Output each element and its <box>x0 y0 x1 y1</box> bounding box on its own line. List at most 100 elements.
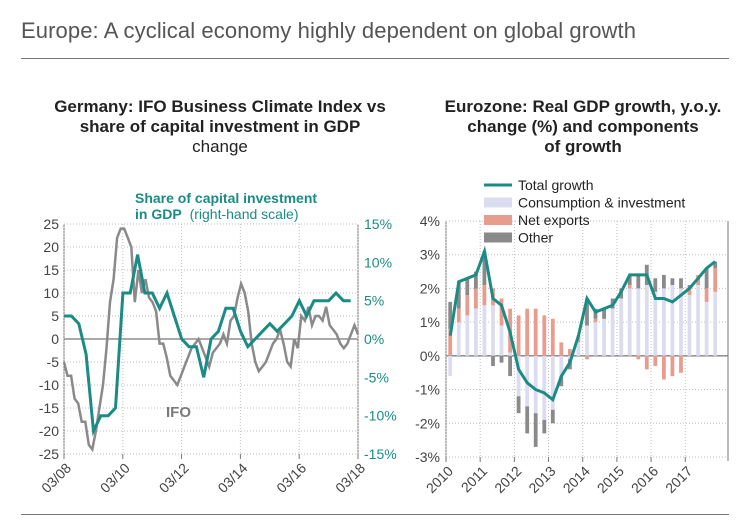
chart2-bar-net-exports <box>456 308 461 323</box>
chart1-ytick-right: 15% <box>364 216 392 232</box>
chart2-bar-other <box>636 274 641 289</box>
chart2-ytick: -2% <box>415 415 440 431</box>
chart1-ytick-left: -15 <box>39 400 59 416</box>
chart2-bar-consumption <box>636 288 641 356</box>
chart1-capex-label-line2: in GDP (right-hand scale) <box>135 206 299 222</box>
chart1-capex-label-line1: Share of capital investment <box>135 190 317 206</box>
chart2-xtick: 2016 <box>628 463 661 496</box>
chart2-bar-other <box>593 308 598 319</box>
chart2-bar-net-exports <box>525 308 530 356</box>
legend-label: Consumption & investment <box>518 195 685 211</box>
chart2-bar-other <box>559 376 564 387</box>
legend-label: Total growth <box>518 177 593 193</box>
chart2-bar-net-exports <box>679 355 683 373</box>
chart1-ytick-left: 5 <box>51 308 59 324</box>
chart2-bar-consumption <box>627 288 632 356</box>
chart1-title-line2: share of capital investment in GDP <box>79 117 361 136</box>
chart2-bar-consumption <box>593 322 598 356</box>
chart1-ytick-left: -5 <box>47 354 60 370</box>
chart2-bar-other <box>713 261 718 269</box>
legend-swatch <box>484 215 512 225</box>
chart2-bar-consumption <box>713 291 718 356</box>
chart1-ytick-right: 5% <box>364 293 384 309</box>
chart2-xtick: 2011 <box>458 463 491 496</box>
chart1-ytick-left: -25 <box>39 446 59 462</box>
legend-swatch-total <box>484 183 512 187</box>
chart2-bar-net-exports <box>482 285 487 306</box>
chart1-subtitle: change <box>192 137 248 156</box>
chart1-ytick-right: -15% <box>364 446 397 462</box>
chart2-bar-consumption <box>559 355 564 377</box>
chart2-bar-net-exports <box>653 355 658 366</box>
chart2-xtick: 2014 <box>560 463 593 496</box>
chart2-xtick: 2013 <box>525 463 558 496</box>
chart2-bar-other <box>602 308 606 319</box>
chart2-bar-other <box>456 281 461 309</box>
chart1-ytick-left: 10 <box>43 285 59 301</box>
chart2-bar-consumption <box>465 315 470 356</box>
chart2-bar-consumption <box>448 355 453 377</box>
chart2-bar-other <box>525 406 530 434</box>
chart2-bar-net-exports <box>662 355 666 380</box>
chart2-ytick: 3% <box>420 247 440 263</box>
chart2-bar-other <box>499 355 504 363</box>
chart2-bar-consumption <box>670 285 675 356</box>
chart2-bar-other <box>516 396 521 414</box>
chart2-bar-net-exports <box>465 295 470 316</box>
bottom-rule <box>21 514 729 515</box>
chart2-ytick: 0% <box>420 348 440 364</box>
chart2-legend: Total growth Consumption & investmentNet … <box>484 177 685 246</box>
chart2-bar-net-exports <box>559 342 564 356</box>
chart2-total-growth-line <box>448 245 717 403</box>
chart2-ytick: 2% <box>420 280 440 296</box>
chart2-bar-net-exports <box>644 355 649 370</box>
chart2-bar-consumption <box>456 322 461 356</box>
chart2-bar-other <box>542 419 547 434</box>
chart2-bar-other <box>679 278 683 289</box>
chart1-ytick-left: -20 <box>39 423 59 439</box>
top-rule <box>21 58 729 59</box>
chart1-ytick-left: 20 <box>43 239 59 255</box>
chart2-bar-net-exports <box>568 349 572 356</box>
chart2-bar-consumption <box>602 318 606 356</box>
chart2-bar-consumption <box>653 291 658 356</box>
chart2-title-line2: change (%) and components <box>467 117 699 136</box>
chart2-bar-net-exports <box>713 268 718 292</box>
chart2-bar-other <box>670 278 675 285</box>
chart2-bar-net-exports <box>704 288 709 302</box>
chart1-ytick-right: -10% <box>364 408 397 424</box>
chart1-ytick-left: -10 <box>39 377 59 393</box>
chart2-bar-consumption <box>585 325 589 356</box>
page-title: Europe: A cyclical economy highly depend… <box>21 18 637 43</box>
chart2-bar-net-exports <box>499 298 504 326</box>
chart2-bar-consumption <box>474 308 478 356</box>
chart2-bar-consumption <box>550 355 555 410</box>
chart2-bar-net-exports <box>585 355 589 360</box>
chart2-bar-net-exports <box>448 328 453 356</box>
chart2-bar-net-exports <box>687 288 692 296</box>
chart2-bar-net-exports <box>627 285 632 289</box>
chart2-bar-other <box>662 274 666 289</box>
chart2-bar-consumption <box>568 355 572 360</box>
chart2-bar-other <box>704 268 709 289</box>
chart2-bar-net-exports <box>474 288 478 309</box>
chart2-bar-other <box>508 355 512 377</box>
chart2-bar-consumption <box>508 352 512 356</box>
chart1-title-line1: Germany: IFO Business Climate Index vs <box>54 97 386 116</box>
chart2-title-line1: Eurozone: Real GDP growth, y.o.y. <box>444 97 722 116</box>
chart2-bar-net-exports <box>533 308 538 356</box>
chart2-bar-consumption <box>696 285 700 356</box>
legend-label: Net exports <box>518 212 590 228</box>
chart2-xtick: 2012 <box>491 463 524 496</box>
chart1-ifo-label: IFO <box>166 404 191 421</box>
legend-label: Other <box>518 230 553 246</box>
chart2-ytick: 1% <box>420 314 440 330</box>
chart2-title-line3: of growth <box>544 137 622 156</box>
legend-swatch <box>484 232 512 243</box>
chart1-capex-label-rest: (right-hand scale) <box>190 206 299 222</box>
chart1-ytick-left: 0 <box>51 331 59 347</box>
chart2-title: Eurozone: Real GDP growth, y.o.y. change… <box>418 97 748 157</box>
chart2-bar-net-exports <box>670 355 675 377</box>
chart2-bar-consumption <box>542 355 547 420</box>
